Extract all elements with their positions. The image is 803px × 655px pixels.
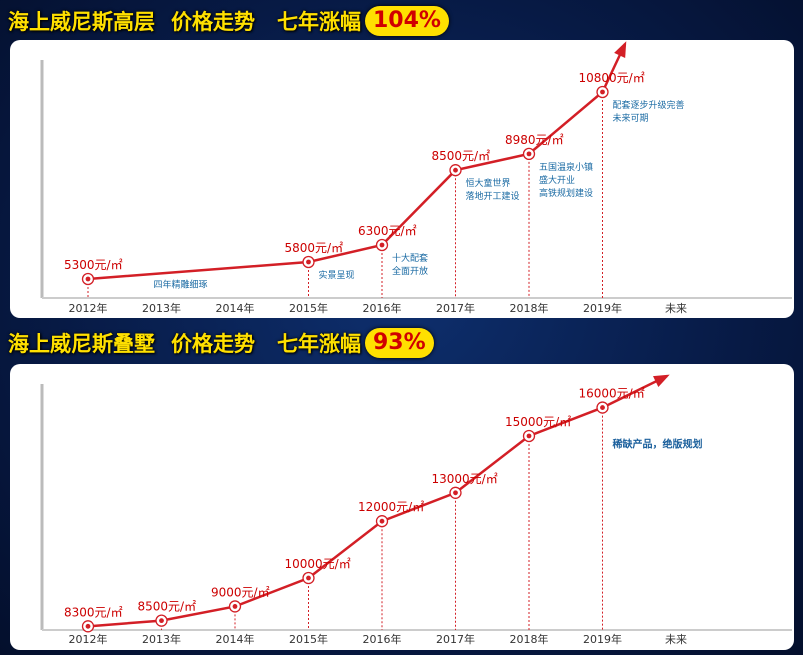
- chart-2-panel: 2012年 2013年 2014年 2015年 2016年 2017年 2018年 2019年…: [10, 364, 794, 650]
- data-label: 13000元/㎡: [432, 472, 498, 486]
- x-tick-label: 2016年: [363, 301, 402, 315]
- data-label: 8500元/㎡: [432, 149, 491, 163]
- trend-arrowhead: [614, 41, 627, 58]
- data-point-core: [379, 242, 385, 248]
- data-point-core: [600, 405, 605, 410]
- data-point-core: [85, 623, 91, 629]
- data-point-core: [232, 604, 238, 609]
- x-tick-label: 2015年: [289, 632, 328, 646]
- x-tick-label: 2013年: [142, 301, 181, 315]
- annotation-text: 实景呈现: [319, 269, 355, 281]
- data-label: 16000元/㎡: [579, 387, 645, 401]
- data-label: 10800元/㎡: [579, 71, 645, 85]
- x-tick-label: 2014年: [216, 632, 255, 646]
- panel-1-rise-label: 七年涨幅: [277, 10, 361, 34]
- x-tick-label: 未来: [665, 302, 687, 315]
- data-label: 5800元/㎡: [285, 241, 344, 255]
- annotation-text: 未来可期: [613, 112, 649, 124]
- x-tick-label: 2012年: [69, 301, 108, 315]
- data-label: 8980元/㎡: [505, 133, 564, 147]
- data-label: 12000元/㎡: [358, 500, 424, 514]
- x-tick-label: 2018年: [510, 301, 549, 315]
- x-tick-label: 未来: [665, 633, 687, 646]
- data-point-core: [85, 276, 91, 282]
- x-tick-label: 2019年: [583, 632, 622, 646]
- data-label: 8500元/㎡: [138, 600, 197, 614]
- data-label: 6300元/㎡: [358, 224, 417, 238]
- annotation-text: 落地开工建设: [466, 190, 520, 202]
- data-label: 9000元/㎡: [211, 585, 270, 599]
- annotation-text: 恒大童世界: [466, 177, 511, 189]
- panel-1-title: 海上威尼斯高层: [8, 10, 155, 34]
- panel-1-subtitle: 价格走势: [171, 10, 255, 34]
- trend-arrowhead: [653, 374, 670, 388]
- annotation-text: 盛大开业: [539, 174, 575, 186]
- x-tick-label: 2019年: [583, 301, 622, 315]
- panel-2-subtitle: 价格走势: [171, 332, 255, 356]
- x-tick-label: 2017年: [436, 632, 475, 646]
- annotation-text: 五国温泉小镇: [539, 161, 593, 173]
- panel-2-header: 海上威尼斯叠墅 价格走势 七年涨幅 93%: [8, 326, 488, 360]
- annotation-text: 十大配套: [392, 252, 428, 264]
- x-tick-label: 2014年: [216, 301, 255, 315]
- panel-1-rise-badge: 104%: [365, 6, 449, 36]
- data-point-core: [379, 518, 385, 524]
- chart-1: 2012年 2013年 2014年 2015年 2016年 2017年 2018年 2019年…: [40, 41, 792, 315]
- x-tick-label: 2017年: [436, 301, 475, 315]
- x-tick-label: 2016年: [363, 632, 402, 646]
- data-point-core: [526, 151, 532, 157]
- x-tick-label: 2012年: [69, 632, 108, 646]
- series-line: [87, 43, 627, 281]
- data-point-core: [159, 618, 164, 624]
- panel-2-rise-badge: 93%: [365, 328, 434, 358]
- data-point-core: [453, 490, 458, 496]
- panel-2-title: 海上威尼斯叠墅: [8, 332, 155, 356]
- data-point-core: [453, 167, 458, 173]
- data-point-core: [600, 89, 605, 95]
- data-point-core: [306, 259, 311, 265]
- data-label: 15000元/㎡: [505, 415, 571, 429]
- data-point-core: [306, 575, 311, 581]
- x-tick-label: 2013年: [142, 632, 181, 646]
- annotation-text: 稀缺产品，绝版规划: [613, 438, 703, 451]
- panel-1-header: 海上威尼斯高层 价格走势 七年涨幅 104%: [8, 4, 488, 38]
- annotation-text: 配套逐步升级完善: [613, 99, 685, 111]
- chart-2: 2012年 2013年 2014年 2015年 2016年 2017年 2018年 2019年…: [40, 374, 792, 646]
- chart-1-panel: 2012年 2013年 2014年 2015年 2016年 2017年 2018年 2019年…: [10, 40, 794, 318]
- x-tick-label: 2018年: [510, 632, 549, 646]
- annotation-text: 全面开放: [392, 265, 428, 277]
- data-label: 5300元/㎡: [64, 258, 123, 272]
- panel-2-rise-label: 七年涨幅: [277, 332, 361, 356]
- data-point-core: [526, 433, 532, 439]
- annotation-text: 高铁规划建设: [539, 187, 593, 199]
- x-tick-label: 2015年: [289, 301, 328, 315]
- data-label: 10000元/㎡: [285, 557, 351, 571]
- data-label: 8300元/㎡: [64, 605, 123, 619]
- annotation-text: 四年精雕细琢: [154, 278, 208, 290]
